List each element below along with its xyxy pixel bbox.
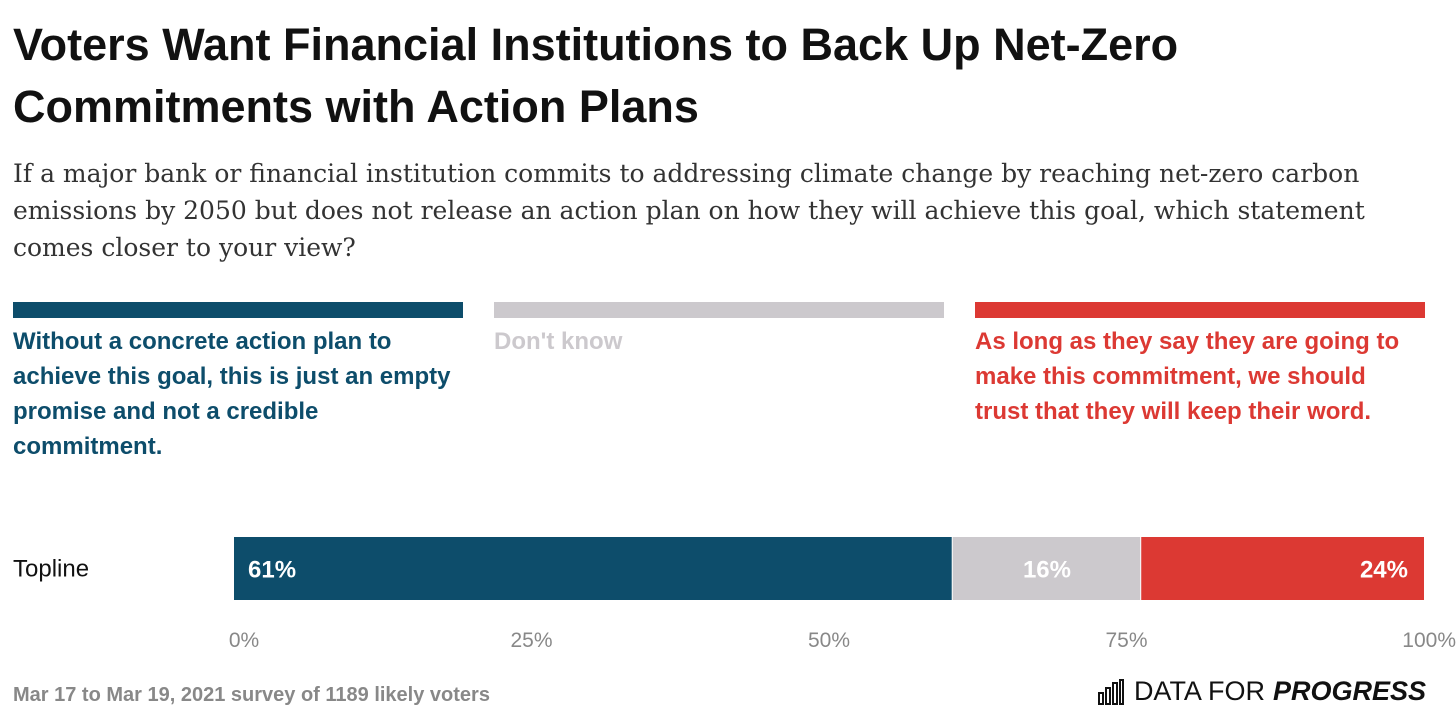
stacked-bar-chart: Topline 61% 16% 24% 0% 25% 50% 75% 100% [13,537,1456,652]
bar-segment-1 [952,537,1141,600]
bar-segment-0 [234,537,952,600]
category-label-topline: Topline [13,556,89,583]
x-tick-label: 0% [229,629,259,652]
data-label-0: 61% [248,557,296,584]
legend-swatch-concrete-plan [13,302,463,318]
data-label-1: 16% [1023,557,1071,584]
x-tick-label: 25% [510,629,552,652]
legend-label-concrete-plan: Without a concrete action plan to achiev… [13,328,451,460]
chart-title: Voters Want Financial Institutions to Ba… [13,19,1179,132]
brand-text-light: DATA FOR [1133,676,1265,706]
legend-item-trust: As long as they say they are going to ma… [975,302,1425,429]
x-tick-label: 75% [1105,629,1147,652]
brand-logo: DATA FOR PROGRESS [1097,676,1426,707]
survey-note: Mar 17 to Mar 19, 2021 survey of 1189 li… [13,684,490,706]
legend-item-dont-know: Don't know [494,302,944,359]
bar-chart-icon [1097,678,1124,705]
x-tick-label: 50% [808,629,850,652]
chart-subtitle: If a major bank or financial institution… [13,159,1365,262]
bar-segment-2 [1141,537,1424,600]
data-label-2: 24% [1360,557,1408,584]
legend-label-dont-know: Don't know [494,328,623,355]
legend-item-concrete-plan: Without a concrete action plan to achiev… [13,302,463,464]
brand-text-strong: PROGRESS [1272,676,1426,706]
x-tick-label: 100% [1402,629,1456,652]
legend-swatch-trust [975,302,1425,318]
legend-label-trust: As long as they say they are going to ma… [975,328,1400,425]
legend-swatch-dont-know [494,302,944,318]
